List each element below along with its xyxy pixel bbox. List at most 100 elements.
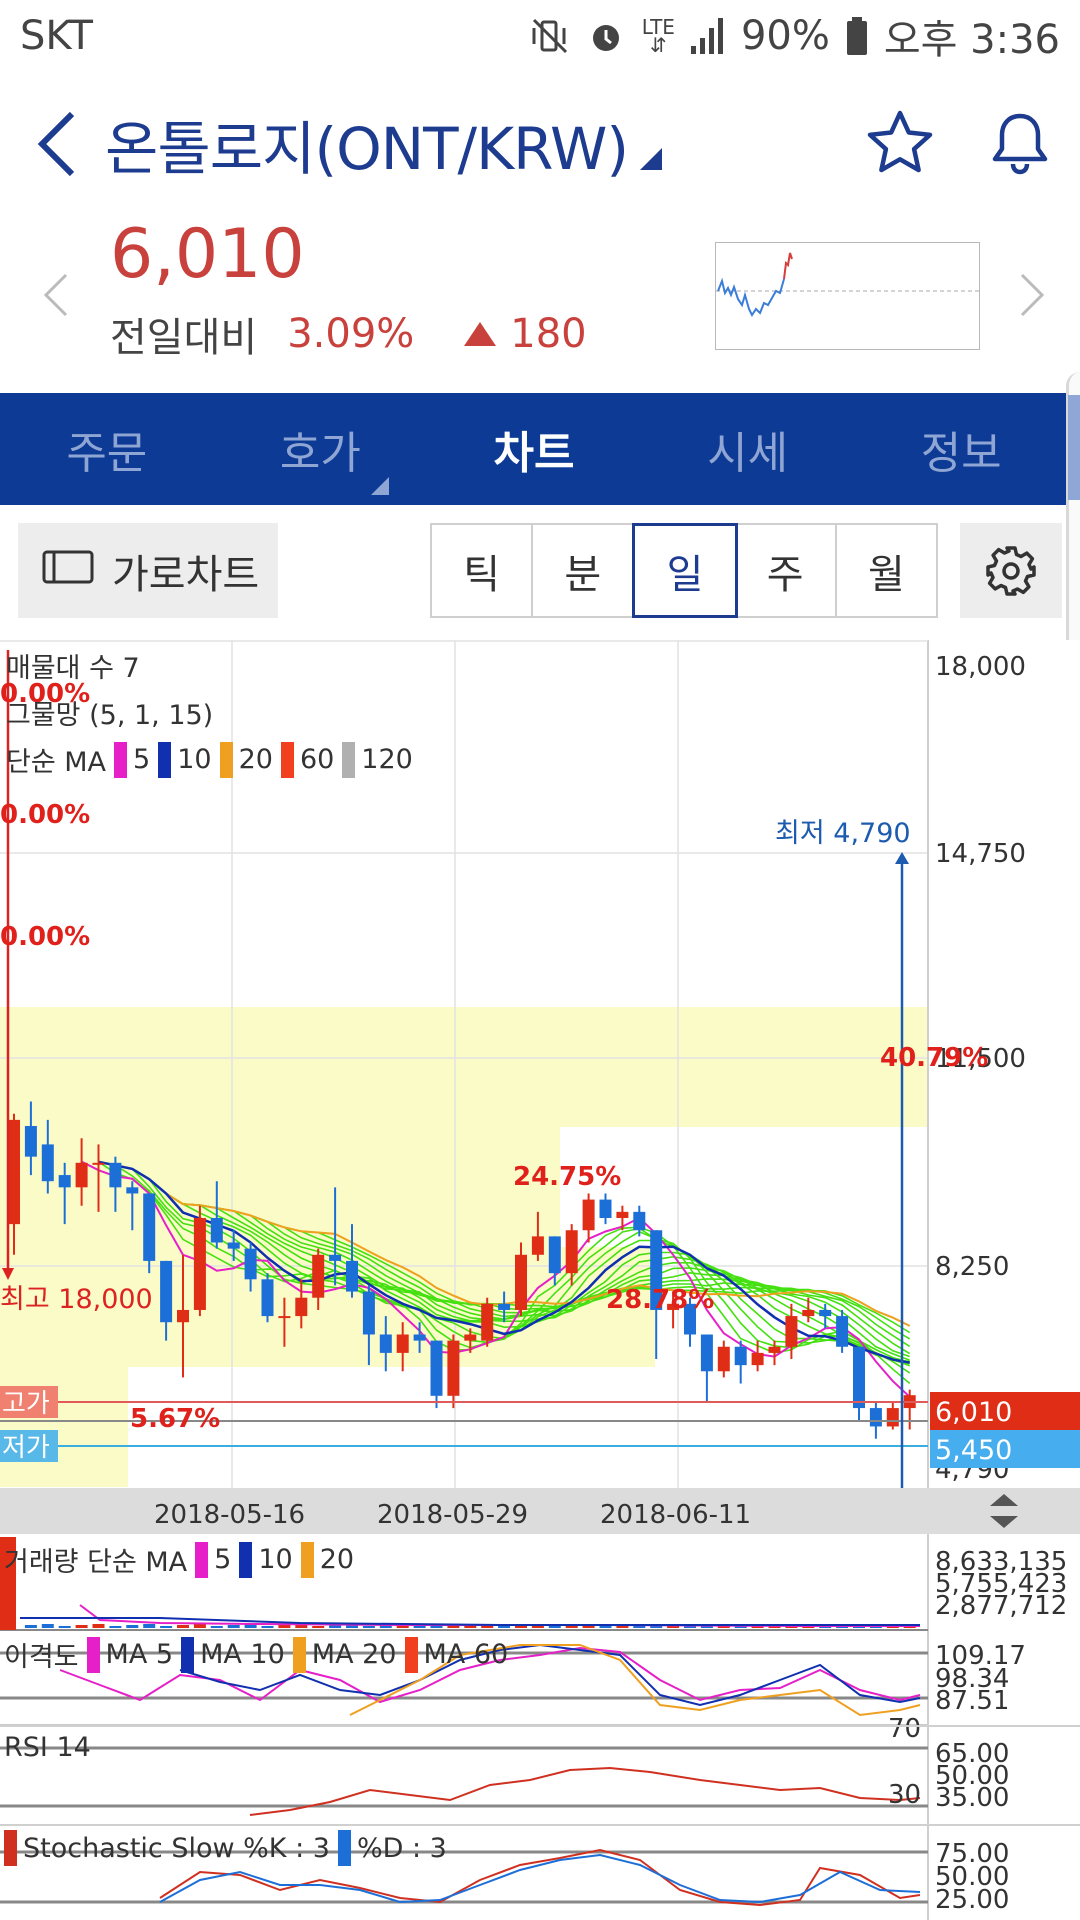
back-button[interactable] [30,104,90,184]
candle-body [109,1162,122,1188]
price-change-row: 전일대비 3.09% 180 [110,305,587,363]
coin-title[interactable]: 온톨로지(ONT/KRW) [105,115,629,183]
volume-bar [312,1626,325,1628]
disp-tick-2: 98.34 [935,1664,1009,1694]
ma-legend[interactable]: 단순 MA 5 10 20 60 120 [6,740,413,779]
tab-order[interactable]: 주문 [66,428,148,479]
ma-120-swatch [342,741,356,778]
period-tick[interactable]: 틱 [432,525,534,616]
rsi-legend[interactable]: RSI 14 [4,1732,91,1763]
carrier-label: SKT [20,13,93,59]
volume-bar [430,1625,443,1628]
stochastic-legend[interactable]: Stochastic Slow %K : 3 %D : 3 [2,1830,447,1866]
candle-body [498,1303,511,1310]
disp-ma60-swatch [404,1636,418,1673]
candle-body [75,1162,88,1188]
volume-bar [143,1624,156,1628]
clock: 오후 3:36 [883,17,1060,63]
disp-ma20-swatch [292,1636,306,1673]
stoch-tick-3: 25.00 [935,1885,1009,1915]
tab-chart[interactable]: 차트 [493,428,575,479]
candle-body [548,1236,561,1274]
volume-bar [616,1626,629,1628]
title-dropdown-caret-icon[interactable] [640,148,662,170]
vol-ma10-swatch [239,1541,253,1578]
tab-orderbook[interactable]: 호가 [214,417,428,495]
volume-bar [126,1625,139,1628]
tab-bar: 주문 호가 차트 시세 정보 [0,393,1068,505]
star-icon [867,110,933,173]
candle-body [126,1187,139,1194]
candle-body [193,1217,206,1310]
volume-bar [362,1626,375,1628]
volume-bar [582,1625,595,1628]
volume-bar [160,1626,173,1628]
volume-bar [464,1626,477,1628]
vol-ma20-swatch [300,1541,314,1578]
volume-bar [24,1625,37,1628]
candle-body [785,1316,798,1347]
candle-body [684,1303,696,1335]
volume-bar [329,1625,342,1628]
y-tick-11500: 11,500 [935,1044,1026,1074]
candle-body [886,1408,899,1427]
candle-body [768,1346,781,1353]
candle-body [717,1346,730,1372]
tab-info[interactable]: 정보 [920,428,1002,479]
chart-canvas[interactable]: 18,000 14,750 11,500 8,250 4,790 6,010 5… [0,640,1080,1920]
chart-settings-button[interactable] [960,523,1062,618]
pct-40: 40.79% [880,1043,988,1073]
mini-price-chart [715,242,980,350]
ma-line [98,1161,910,1364]
landscape-chart-button[interactable]: 가로차트 [18,523,278,618]
tab-quotes[interactable]: 시세 [707,428,789,479]
y-tick-18000: 18,000 [935,652,1026,682]
candle-body [565,1230,578,1274]
x-tick-0529: 2018-05-29 [377,1500,528,1530]
candle-body [362,1291,375,1335]
ma-5-swatch [114,741,128,778]
volume-bar [41,1624,54,1628]
chevron-left-icon [37,111,75,177]
signal-bars-icon [690,18,725,54]
candle-body [869,1408,882,1427]
change-percent: 3.09% [287,311,415,357]
period-day[interactable]: 일 [632,523,738,618]
chart-area[interactable]: 18,000 14,750 11,500 8,250 4,790 6,010 5… [0,640,1080,1920]
candle-body [751,1352,764,1366]
volume-bar [531,1625,544,1628]
volume-bar [633,1625,646,1628]
period-week[interactable]: 주 [736,525,837,616]
high-arrowhead [2,1268,14,1280]
candle-body [261,1279,274,1317]
period-month[interactable]: 월 [868,551,905,598]
volume-bar [768,1626,781,1628]
candle-body [836,1316,849,1347]
notification-button[interactable] [985,108,1055,178]
volume-bar [346,1624,358,1628]
volume-profile-band-2 [0,1127,560,1247]
rsi-tick-3: 35.00 [935,1783,1009,1813]
next-coin-button[interactable] [1010,270,1050,320]
favorite-button[interactable] [865,108,935,178]
pct-28: 28.78% [606,1285,714,1315]
alarm-icon [586,16,626,56]
disparity-legend[interactable]: 이격도 MA 5 MA 10 MA 20 MA 60 [4,1635,508,1674]
low-tag [0,1430,58,1462]
prev-coin-button[interactable] [38,270,78,320]
candle-body [515,1254,527,1310]
chevron-left-icon [43,273,68,317]
volume-bar [92,1624,105,1628]
candle-body [346,1260,358,1292]
status-bar: SKT LTE ⇵ 90% 오후 3:36 [0,0,1080,72]
high-label: 최고 18,000 [0,1284,153,1315]
low-label: 최저 4,790 [775,818,911,849]
period-minute[interactable]: 분 [533,525,635,616]
up-triangle-icon [464,322,497,346]
candle-body [41,1144,54,1182]
volume-legend[interactable]: 거래량 단순 MA 5 10 20 [4,1540,354,1579]
candle-body [379,1334,392,1353]
current-price: 6,010 [110,215,305,294]
volume-bar [75,1625,88,1628]
